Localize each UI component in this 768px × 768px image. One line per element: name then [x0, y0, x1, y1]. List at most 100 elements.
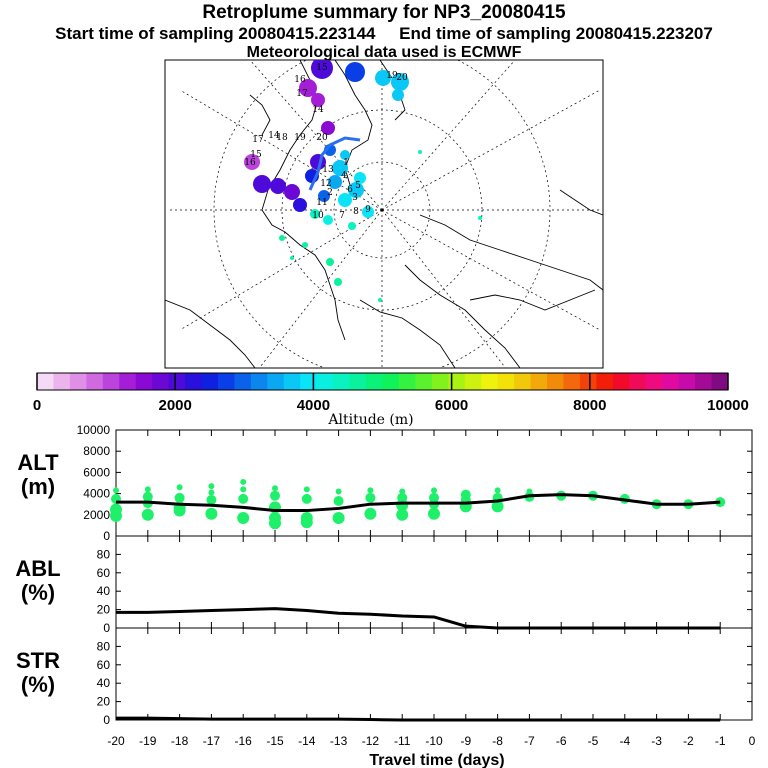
- plume-day-label: 8: [353, 207, 359, 217]
- altitude-cluster-point: [364, 507, 377, 520]
- colorbar-cell: [102, 373, 120, 390]
- y-tick-label: 0: [103, 529, 110, 543]
- colorbar-cell: [69, 373, 87, 390]
- altitude-cluster-point: [335, 488, 342, 495]
- y-tick-label: 6000: [83, 465, 110, 479]
- map-cluster-dot: [270, 178, 286, 194]
- colorbar-cell: [547, 373, 564, 390]
- colorbar-tick-label: 8000: [573, 397, 606, 414]
- map-frame: [164, 59, 604, 369]
- colorbar-cell: [283, 373, 301, 390]
- altitude-cluster-point: [237, 511, 250, 524]
- colorbar-tick-label: 10000: [707, 397, 749, 414]
- panel-ylabel-abl: ABL: [15, 556, 60, 581]
- plume-day-label: 14: [312, 105, 324, 115]
- plume-day-label: 5: [355, 181, 361, 191]
- colorbar-cell: [366, 373, 383, 390]
- altitude-cluster-point: [300, 511, 313, 524]
- colorbar-cell: [695, 373, 713, 390]
- map-cluster-dot: [318, 190, 330, 202]
- y-tick-label: 60: [97, 566, 111, 580]
- y-tick-label: 80: [97, 547, 111, 561]
- plume-day-label: 1: [343, 158, 349, 168]
- series-line-abl: [116, 607, 721, 630]
- map-cluster-dot: [311, 93, 325, 107]
- altitude-cluster-point: [208, 483, 215, 490]
- altitude-cluster-point: [238, 493, 249, 504]
- x-tick-label: -12: [362, 734, 380, 748]
- colorbar-cell: [415, 373, 433, 390]
- plume-day-label: 6: [347, 185, 353, 195]
- colorbar-cell: [678, 373, 696, 390]
- altitude-cluster-point: [144, 486, 151, 493]
- altitude-cluster-point: [526, 488, 533, 495]
- colorbar-cell: [185, 373, 203, 390]
- y-tick-label: 0: [103, 621, 110, 635]
- map-cluster-dot: [323, 215, 333, 225]
- altitude-cluster-point: [240, 478, 247, 485]
- x-tick-label: -8: [492, 734, 503, 748]
- map-cluster-dot: [362, 206, 374, 218]
- y-tick-label: 0: [103, 713, 110, 727]
- start-time-label: Start time of sampling 20080415.223144: [55, 24, 376, 43]
- altitude-cluster-point: [110, 503, 122, 516]
- map-cluster-dot: [334, 278, 342, 286]
- x-tick-label: -9: [460, 734, 471, 748]
- x-tick-label: -17: [203, 734, 221, 748]
- altitude-cluster-point: [205, 507, 218, 520]
- colorbar-cell: [645, 373, 663, 390]
- altitude-cluster-point: [176, 484, 183, 491]
- altitude-cluster-point: [272, 485, 278, 492]
- y-tick-label: 20: [97, 695, 111, 709]
- x-tick-label: -2: [683, 734, 694, 748]
- x-tick-label: -16: [235, 734, 253, 748]
- colorbar-cell: [579, 373, 597, 390]
- colorbar-tick-label: 2000: [159, 397, 192, 414]
- panel-frame-alt: [115, 429, 753, 537]
- altitude-cluster-point: [431, 487, 437, 494]
- colorbar-tick-label: 4000: [297, 397, 330, 414]
- plume-day-label: 18: [276, 133, 288, 143]
- colorbar-cell: [86, 373, 104, 390]
- altitude-cluster-point: [460, 489, 471, 500]
- y-tick-label: 40: [97, 676, 111, 690]
- map-cluster-dot: [418, 150, 422, 154]
- map-cluster-dot: [354, 172, 366, 184]
- colorbar-cell: [168, 373, 186, 390]
- x-tick-label: -20: [107, 734, 125, 748]
- altitude-cluster-point: [365, 492, 376, 503]
- map-cluster-dot: [478, 216, 482, 220]
- altitude-cluster-point: [333, 496, 344, 507]
- plume-day-label: 16: [294, 75, 306, 85]
- map-cluster-dot: [302, 242, 308, 248]
- colorbar-tick-label: 6000: [435, 397, 468, 414]
- colorbar-cell: [563, 373, 581, 390]
- time-series-panels: 0200040006000800010000ALT(m)020406080ABL…: [15, 423, 755, 768]
- map-cluster-dot: [332, 160, 348, 176]
- colorbar-cell: [250, 373, 268, 390]
- x-tick-label: -5: [588, 734, 599, 748]
- map-cluster-dot: [253, 175, 271, 193]
- x-tick-label: -7: [524, 734, 535, 748]
- map-cluster-dot: [311, 60, 333, 79]
- altitude-cluster-point: [141, 508, 154, 521]
- altitude-cluster-point: [208, 489, 215, 496]
- colorbar-tick-label: 0: [33, 397, 41, 414]
- map-cluster-dot: [321, 121, 335, 135]
- plume-day-label: 10: [312, 211, 324, 221]
- x-tick-label: -15: [266, 734, 284, 748]
- panel-ylabel-abl: (%): [21, 580, 55, 605]
- colorbar-cell: [497, 373, 515, 390]
- plume-day-label: 14: [268, 131, 280, 141]
- y-tick-label: 4000: [83, 487, 110, 501]
- y-tick-label: 8000: [83, 444, 110, 458]
- map-cluster-dot: [299, 79, 317, 97]
- altitude-cluster-point: [367, 487, 374, 494]
- plume-day-label: 9: [365, 205, 371, 215]
- map-cluster-dot: [284, 184, 300, 200]
- map-cluster-dot: [340, 150, 350, 160]
- map-graticule: [170, 60, 601, 368]
- colorbar-cell: [119, 373, 137, 390]
- plume-day-label: 19: [294, 133, 306, 143]
